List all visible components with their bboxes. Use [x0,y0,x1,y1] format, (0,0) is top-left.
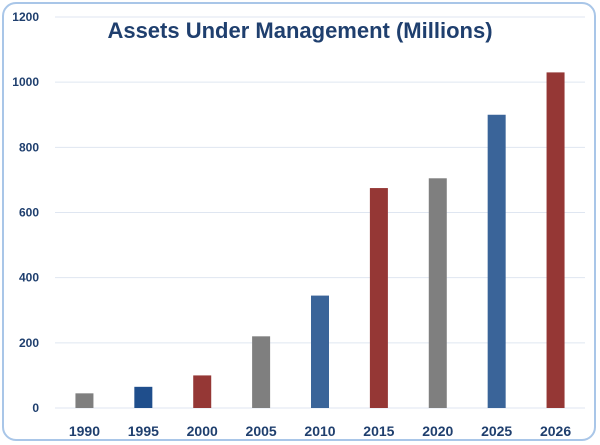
x-tick-label: 2025 [481,423,512,439]
chart-title: Assets Under Management (Millions) [107,18,492,43]
y-tick-label: 200 [19,336,39,350]
bar-2015 [369,188,388,408]
y-tick-label: 1200 [12,10,39,24]
x-tick-label: 1995 [128,423,159,439]
bar-2020 [428,178,447,408]
x-tick-label: 2000 [187,423,218,439]
bar-2005 [252,336,271,408]
x-axis-ticks: 1990 1995 2000 2005 2010 2015 2020 2025 2026 [69,423,571,439]
bar-2010 [311,295,329,408]
x-tick-label: 2026 [540,423,571,439]
x-tick-label: 2020 [422,423,453,439]
x-tick-label: 2010 [304,423,335,439]
y-axis-ticks: 0 200 400 600 800 1000 1200 [12,10,39,415]
y-tick-label: 400 [19,271,39,285]
bar-2025 [487,114,506,408]
bars [75,72,565,409]
x-tick-label: 2005 [246,423,277,439]
bar-1990 [75,393,94,408]
x-tick-label: 2015 [363,423,394,439]
bar-1995 [134,386,153,408]
bar-2000 [193,375,212,408]
y-tick-label: 1000 [12,75,39,89]
x-tick-label: 1990 [69,423,100,439]
y-tick-label: 600 [19,206,39,220]
y-tick-label: 800 [19,140,39,154]
bar-2026 [546,72,565,409]
y-tick-label: 0 [32,401,39,415]
